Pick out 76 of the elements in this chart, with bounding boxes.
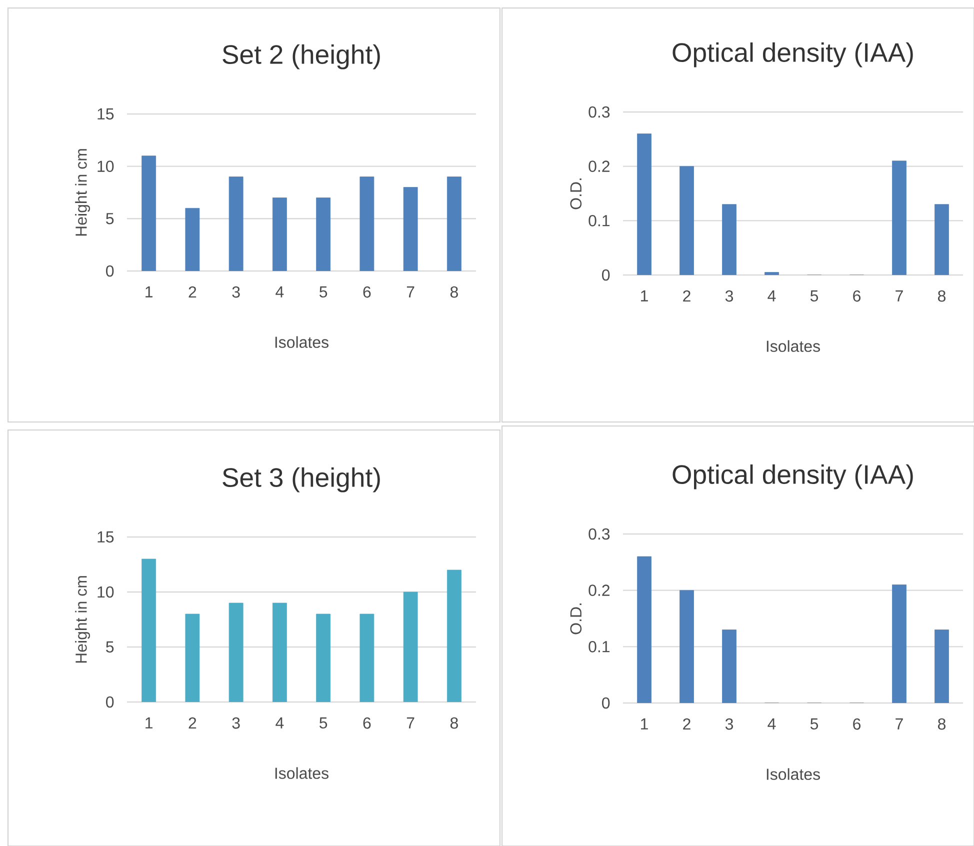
chart-title: Set 2 (height) [222,44,380,70]
x-tick-label: 5 [320,717,328,729]
y-tick-label: 0.3 [588,528,610,540]
x-tick-label: 4 [768,290,776,302]
x-tick-label: 2 [188,286,196,298]
y-axis-title: O.D. [570,604,582,634]
x-tick-label: 3 [725,290,734,302]
y-axis-title: Height in cm [75,576,90,663]
bar [228,602,244,702]
y-tick-label: 0 [106,265,114,277]
chart-title: Optical density (IAA) [672,464,913,490]
x-axis-title: Isolates [275,336,328,348]
y-tick-label: 0.2 [588,584,610,596]
bar [360,176,374,271]
bar [228,176,244,271]
x-tick-label: 6 [853,718,860,730]
x-tick-label: 8 [450,717,458,729]
bar [316,198,331,271]
x-tick-label: 3 [232,286,240,298]
bar [316,614,331,702]
x-tick-label: 3 [725,718,734,730]
bar [272,198,287,271]
bar [185,208,200,271]
bar [185,614,200,702]
x-tick-label: 6 [853,290,860,302]
y-tick-label: 0.1 [588,641,610,652]
y-tick-label: 10 [98,586,114,598]
x-tick-label: 5 [810,718,818,730]
x-tick-label: 2 [683,290,690,302]
x-axis-title: Isolates [275,767,328,779]
x-tick-label: 8 [938,290,946,302]
x-tick-label: 7 [406,717,414,728]
x-tick-label: 4 [768,718,776,730]
chart-title: Set 3 (height) [222,467,380,492]
x-tick-label: 5 [810,290,818,302]
y-tick-label: 5 [106,213,114,224]
bar [142,156,156,271]
x-tick-label: 1 [146,717,152,728]
x-axis-title: Isolates [766,340,820,352]
x-tick-label: 8 [450,286,458,298]
y-tick-label: 5 [106,641,114,653]
x-tick-label: 5 [320,286,328,298]
bar [272,602,287,702]
x-tick-label: 7 [406,286,414,298]
bar [403,592,418,702]
y-tick-label: 10 [98,160,114,172]
x-tick-label: 6 [363,286,371,298]
x-tick-label: 7 [896,718,903,730]
y-tick-label: 15 [98,108,114,120]
y-tick-label: 0 [602,697,610,709]
y-axis-title: Height in cm [75,149,90,236]
y-tick-label: 15 [98,531,114,543]
y-tick-label: 0.2 [588,160,610,172]
x-tick-label: 3 [232,717,240,729]
x-tick-label: 4 [276,717,284,728]
x-tick-label: 1 [146,286,152,298]
y-tick-label: 0 [106,696,114,708]
x-tick-label: 4 [276,286,284,298]
bar [142,558,156,702]
bar [360,614,374,702]
bar [446,176,462,271]
x-tick-label: 2 [683,718,690,730]
chart-title: Optical density (IAA) [672,42,913,68]
bar [446,570,462,702]
y-tick-label: 0.1 [588,215,610,226]
x-tick-label: 1 [641,718,648,730]
y-axis-title: O.D. [570,178,582,210]
x-tick-label: 6 [363,717,371,729]
x-tick-label: 8 [938,718,946,730]
x-axis-title: Isolates [766,768,820,780]
bar [403,187,418,271]
y-tick-label: 0.3 [588,106,610,118]
x-tick-label: 2 [188,717,196,729]
x-tick-label: 1 [641,290,648,302]
y-tick-label: 0 [602,269,610,281]
x-tick-label: 7 [896,290,903,302]
